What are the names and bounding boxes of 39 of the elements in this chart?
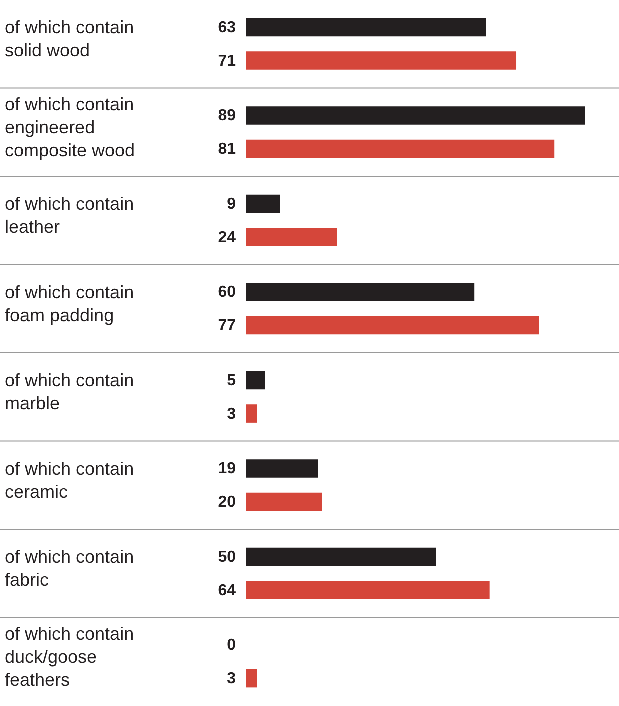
bar	[246, 548, 436, 566]
bar	[246, 460, 318, 478]
bar	[246, 371, 266, 390]
bar	[246, 581, 490, 600]
y-tick-label: of which contain duck/goose feathers	[5, 624, 134, 690]
data-label: 89	[218, 108, 236, 125]
data-label: 64	[218, 582, 236, 600]
data-label: 19	[218, 460, 236, 478]
y-tick-label: of which contain ceramic	[5, 458, 134, 502]
bar	[246, 669, 258, 688]
data-label: 3	[227, 670, 236, 688]
data-label: 77	[218, 318, 236, 335]
data-label: 60	[218, 284, 236, 302]
bar	[246, 106, 586, 125]
y-tick-label: of which contain fabric	[5, 547, 134, 590]
data-label: 71	[218, 52, 236, 70]
bar	[246, 52, 517, 70]
bar	[246, 194, 280, 214]
data-label: 0	[227, 637, 236, 654]
data-label: 24	[218, 229, 236, 246]
y-tick-label: of which contain solid wood	[5, 18, 134, 61]
data-label: 3	[227, 406, 236, 423]
bar	[246, 404, 258, 423]
y-tick-label: of which contain engineered composite wood	[5, 94, 136, 160]
bar	[246, 18, 486, 37]
bar	[246, 228, 338, 246]
data-label: 81	[218, 141, 236, 158]
data-label: 5	[227, 372, 236, 390]
y-tick-label: of which contain leather	[5, 194, 134, 238]
data-label: 9	[227, 196, 236, 213]
bar	[246, 316, 540, 335]
bar	[246, 492, 322, 512]
data-label: 63	[218, 19, 236, 36]
y-tick-label: of which contain foam padding	[5, 282, 134, 326]
bar	[246, 140, 555, 158]
y-tick-label: of which contain marble	[5, 370, 134, 414]
data-label: 20	[218, 494, 236, 512]
data-label: 50	[218, 548, 236, 566]
bar	[246, 283, 475, 302]
